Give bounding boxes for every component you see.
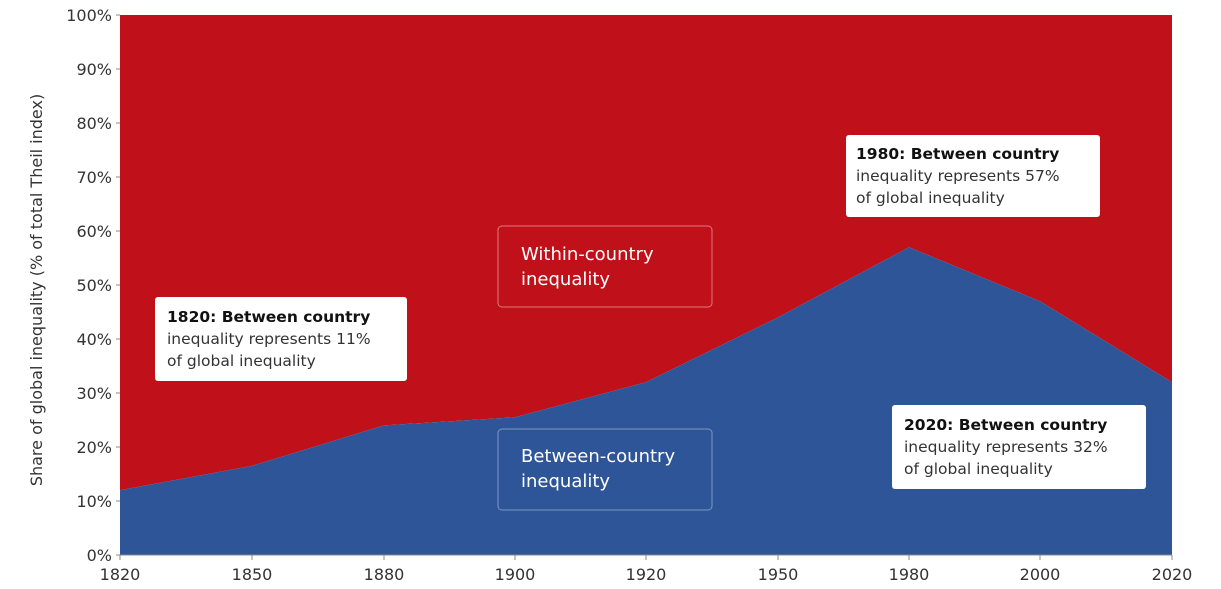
annotation-1980-title: 1980: Between country <box>856 145 1059 163</box>
between-country-label-box: Between-country inequality <box>497 428 713 511</box>
x-axis-ticks: 1820 1850 1880 1900 1920 1950 1980 2000 2020 <box>100 555 1193 584</box>
x-tick-label: 1900 <box>495 565 536 584</box>
y-tick-label: 60% <box>76 222 112 241</box>
x-tick-label: 2000 <box>1020 565 1061 584</box>
x-tick-label: 2020 <box>1152 565 1193 584</box>
annotation-1820-line-2: of global inequality <box>167 352 316 370</box>
annotation-2020-line-1: inequality represents 32% <box>904 438 1108 456</box>
annotation-1980-line-2: of global inequality <box>856 189 1005 207</box>
annotation-2020-line-2: of global inequality <box>904 460 1053 478</box>
y-tick-label: 30% <box>76 384 112 403</box>
x-tick-label: 1850 <box>232 565 273 584</box>
x-tick-label: 1820 <box>100 565 141 584</box>
y-tick-label: 0% <box>87 546 112 565</box>
y-tick-label: 20% <box>76 438 112 457</box>
y-tick-label: 70% <box>76 168 112 187</box>
x-tick-label: 1920 <box>626 565 667 584</box>
within-country-label-line-2: inequality <box>521 269 610 290</box>
annotation-2020: 2020: Between country inequality represe… <box>892 405 1146 489</box>
y-tick-label: 100% <box>66 6 112 25</box>
between-country-label-line-2: inequality <box>521 471 610 492</box>
y-axis-title: Share of global inequality (% of total T… <box>27 94 46 486</box>
within-country-label-line-1: Within-country <box>521 244 654 265</box>
y-tick-label: 90% <box>76 60 112 79</box>
annotation-1980: 1980: Between country inequality represe… <box>846 135 1100 217</box>
y-tick-label: 50% <box>76 276 112 295</box>
annotation-2020-title: 2020: Between country <box>904 416 1107 434</box>
annotation-1980-line-1: inequality represents 57% <box>856 167 1060 185</box>
y-axis-ticks: 0% 10% 20% 30% 40% 50% 60% 70% 80% 90% 100% <box>66 6 120 565</box>
y-tick-label: 80% <box>76 114 112 133</box>
between-country-label-line-1: Between-country <box>521 446 675 467</box>
within-country-label-box: Within-country inequality <box>497 225 713 308</box>
x-tick-label: 1980 <box>889 565 930 584</box>
y-tick-label: 10% <box>76 492 112 511</box>
y-tick-label: 40% <box>76 330 112 349</box>
annotation-1820: 1820: Between country inequality represe… <box>155 297 407 381</box>
axes: 0%10%20%30%40%50%60%70%80%90%100% 1820 18… <box>27 6 1192 584</box>
annotation-1820-title: 1820: Between country <box>167 308 370 326</box>
x-tick-label: 1880 <box>364 565 405 584</box>
x-tick-label: 1950 <box>758 565 799 584</box>
annotation-1820-line-1: inequality represents 11% <box>167 330 371 348</box>
